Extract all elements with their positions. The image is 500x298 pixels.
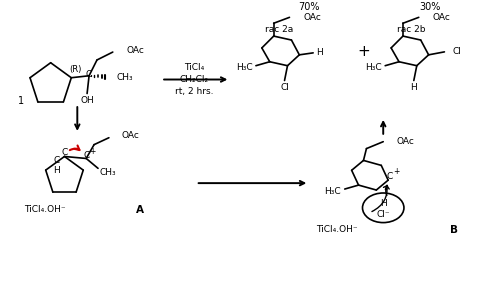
Text: OAc: OAc — [122, 131, 140, 140]
Text: Cl: Cl — [280, 83, 289, 92]
Text: Cl: Cl — [452, 47, 461, 56]
Text: OAc: OAc — [304, 13, 321, 22]
Text: OAc: OAc — [126, 46, 144, 55]
Text: H: H — [53, 166, 60, 175]
Text: OAc: OAc — [396, 137, 414, 146]
Text: C: C — [54, 156, 60, 165]
Text: +: + — [393, 167, 399, 176]
Text: 70%: 70% — [298, 2, 320, 13]
Text: TiCl₄.OH⁻: TiCl₄.OH⁻ — [24, 205, 66, 214]
Text: B: B — [450, 224, 458, 235]
Text: H: H — [316, 48, 322, 58]
Text: CH₂Cl₂: CH₂Cl₂ — [179, 75, 208, 84]
Text: H: H — [380, 199, 386, 208]
Text: OAc: OAc — [432, 13, 450, 22]
Text: CH₃: CH₃ — [100, 168, 116, 177]
Text: OH: OH — [80, 96, 94, 105]
Text: A: A — [136, 205, 143, 215]
Text: rac 2a: rac 2a — [266, 25, 293, 34]
Text: rt, 2 hrs.: rt, 2 hrs. — [174, 87, 213, 96]
Text: C: C — [83, 151, 89, 160]
Text: H: H — [410, 83, 417, 92]
Text: C: C — [386, 172, 392, 181]
Text: Cl⁻: Cl⁻ — [376, 210, 390, 219]
Text: CH₃: CH₃ — [116, 73, 134, 82]
Text: C: C — [62, 148, 68, 157]
Text: 1: 1 — [18, 96, 24, 106]
Text: H₃C: H₃C — [365, 63, 382, 72]
Text: TiCl₄: TiCl₄ — [184, 63, 204, 72]
Text: TiCl₄.OH⁻: TiCl₄.OH⁻ — [316, 225, 358, 234]
Text: (R): (R) — [69, 65, 82, 74]
Text: 30%: 30% — [419, 2, 440, 13]
Text: H₃C: H₃C — [236, 63, 252, 72]
Text: C: C — [85, 70, 91, 79]
Text: rac 2b: rac 2b — [396, 25, 425, 34]
Text: +: + — [89, 147, 96, 156]
Text: +: + — [357, 44, 370, 59]
Text: H₃C: H₃C — [324, 187, 341, 195]
